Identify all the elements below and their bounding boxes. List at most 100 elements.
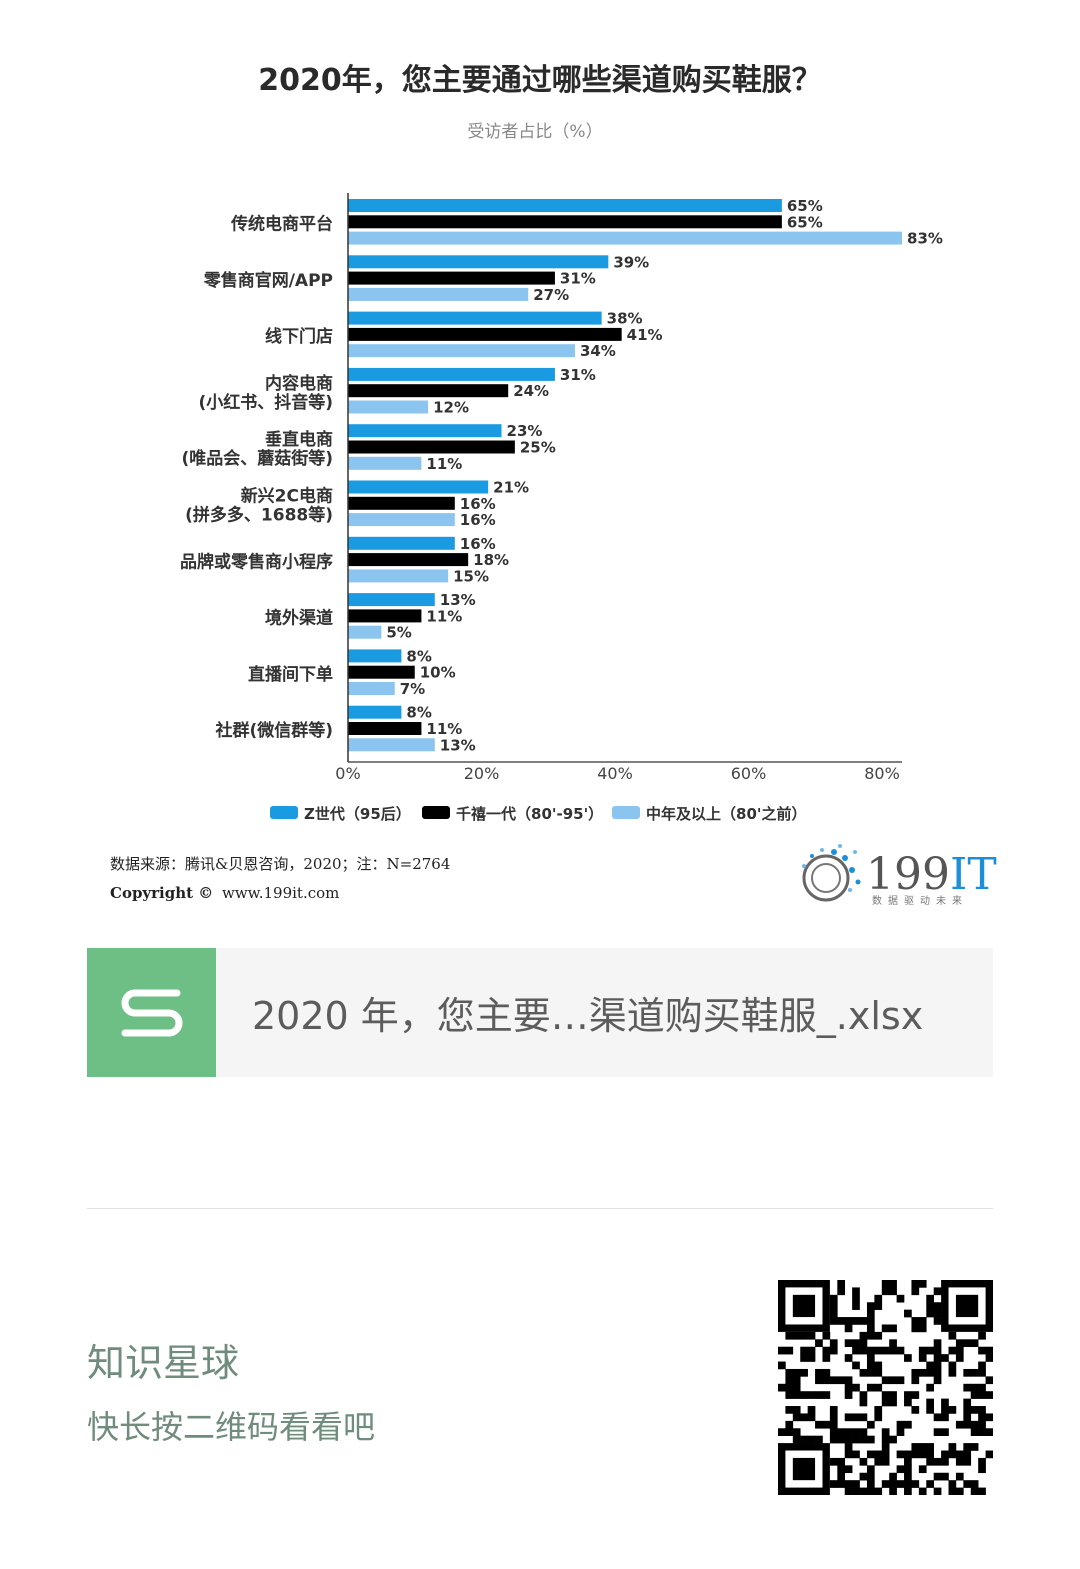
data-label: 12% bbox=[433, 399, 469, 417]
bar bbox=[348, 367, 555, 381]
category-label: 垂直电商 bbox=[265, 429, 333, 450]
category-label: 零售商官网/APP bbox=[203, 270, 333, 291]
file-name: 2020 年，您主要…渠道购买鞋服_.xlsx bbox=[252, 994, 924, 1038]
qr-code-icon[interactable] bbox=[778, 1280, 994, 1496]
data-label: 18% bbox=[473, 551, 509, 569]
bar bbox=[348, 625, 382, 639]
svg-text:199IT: 199IT bbox=[866, 849, 997, 900]
data-label: 24% bbox=[513, 382, 549, 400]
data-label: 31% bbox=[560, 270, 596, 288]
file-attachment-card[interactable]: 2020 年，您主要…渠道购买鞋服_.xlsx bbox=[87, 948, 993, 1077]
bar bbox=[348, 231, 903, 245]
data-label: 7% bbox=[400, 680, 425, 698]
legend-swatch bbox=[422, 806, 450, 819]
bar bbox=[348, 665, 415, 679]
bar bbox=[348, 569, 449, 583]
data-label: 65% bbox=[787, 213, 823, 231]
legend-entry: 千禧一代（80'-95'） bbox=[456, 805, 603, 823]
bar bbox=[348, 440, 515, 454]
bar bbox=[348, 480, 489, 494]
bar bbox=[348, 682, 395, 695]
bar bbox=[348, 344, 575, 358]
bar bbox=[348, 738, 435, 752]
category-label: (唯品会、蘑菇街等) bbox=[181, 448, 333, 469]
data-label: 16% bbox=[460, 535, 496, 553]
x-tick-label: 0% bbox=[335, 764, 360, 783]
data-label: 8% bbox=[406, 704, 431, 722]
bar bbox=[348, 649, 402, 663]
axes: 0% 20% 40% 60% 80% bbox=[335, 193, 902, 783]
category-label: 新兴2C电商 bbox=[241, 485, 333, 506]
bar bbox=[348, 513, 455, 527]
data-label: 15% bbox=[453, 567, 489, 585]
data-label: 23% bbox=[507, 422, 543, 440]
data-label: 31% bbox=[560, 366, 596, 384]
data-label: 10% bbox=[420, 664, 456, 682]
data-label: 11% bbox=[426, 720, 462, 738]
divider bbox=[87, 1208, 993, 1209]
category-label: 境外渠道 bbox=[265, 608, 333, 629]
data-label: 27% bbox=[533, 286, 569, 304]
bar bbox=[348, 593, 435, 607]
source-note: 数据来源：腾讯&贝恩咨询，2020；注：N=2764 bbox=[110, 855, 450, 873]
data-label: 65% bbox=[787, 197, 823, 215]
legend-entry: 中年及以上（80'之前） bbox=[646, 805, 806, 823]
data-label: 34% bbox=[580, 342, 616, 360]
x-tick-label: 20% bbox=[464, 764, 500, 783]
bar bbox=[348, 553, 469, 567]
category-label: 内容电商 bbox=[265, 373, 333, 394]
legend: Z世代（95后） 千禧一代（80'-95'） 中年及以上（80'之前） bbox=[270, 805, 806, 823]
source-site: www.199it.com bbox=[222, 884, 339, 902]
bar bbox=[348, 722, 422, 735]
promo-title: 知识星球 bbox=[87, 1341, 240, 1385]
legend-swatch bbox=[612, 806, 640, 819]
dandelion-logo-icon bbox=[802, 844, 861, 902]
x-tick-label: 40% bbox=[597, 764, 633, 783]
bar bbox=[348, 536, 455, 550]
legend-entry: Z世代（95后） bbox=[304, 805, 411, 823]
bar bbox=[348, 327, 622, 341]
legend-swatch bbox=[270, 806, 298, 819]
spreadsheet-s-icon bbox=[87, 948, 216, 1077]
data-label: 5% bbox=[386, 624, 411, 642]
bar bbox=[348, 215, 782, 229]
bars-layer: 65%65%83%39%31%27%38%41%34%31%24%12%23%2… bbox=[348, 197, 943, 754]
bar bbox=[348, 705, 402, 719]
data-label: 13% bbox=[440, 591, 476, 609]
category-label: 传统电商平台 bbox=[230, 213, 333, 234]
x-tick-label: 60% bbox=[731, 764, 767, 783]
promo-subtitle: 快长按二维码看看吧 bbox=[87, 1408, 376, 1446]
category-label: 社群(微信群等) bbox=[214, 720, 333, 741]
data-label: 21% bbox=[493, 479, 529, 497]
data-label: 11% bbox=[426, 455, 462, 473]
data-label: 83% bbox=[907, 230, 943, 248]
x-tick-label: 80% bbox=[864, 764, 900, 783]
data-label: 25% bbox=[520, 439, 556, 457]
data-label: 16% bbox=[460, 511, 496, 529]
category-label: 直播间下单 bbox=[248, 664, 333, 685]
chart-title: 2020年，您主要通过哪些渠道购买鞋服？ bbox=[258, 63, 822, 98]
logo-199it: 199IT 数据驱动未来 bbox=[802, 844, 997, 907]
logo-tagline: 数据驱动未来 bbox=[872, 894, 968, 907]
bar bbox=[348, 199, 782, 212]
logo-main: 199 bbox=[866, 849, 950, 900]
chart-area: 2020年，您主要通过哪些渠道购买鞋服？ 受访者占比（%） 65% 65% 83% 3… bbox=[110, 63, 997, 907]
data-label: 8% bbox=[406, 647, 431, 665]
bar-chart: 2020年，您主要通过哪些渠道购买鞋服？ 受访者占比（%） 65%65% 83% 3… bbox=[110, 63, 997, 907]
bar bbox=[348, 287, 529, 301]
bar bbox=[348, 456, 422, 470]
category-label: 品牌或零售商小程序 bbox=[180, 551, 333, 572]
logo-accent: IT bbox=[950, 849, 997, 900]
bar bbox=[348, 384, 509, 398]
data-label: 13% bbox=[440, 736, 476, 754]
category-label: (小红书、抖音等) bbox=[198, 392, 333, 413]
copyright-label: Copyright © bbox=[110, 884, 213, 902]
data-label: 39% bbox=[613, 253, 649, 271]
bar bbox=[348, 311, 602, 325]
category-label: 线下门店 bbox=[265, 326, 333, 347]
bar bbox=[348, 271, 555, 285]
bar bbox=[348, 496, 455, 510]
bar bbox=[348, 255, 609, 269]
data-label: 16% bbox=[460, 495, 496, 513]
